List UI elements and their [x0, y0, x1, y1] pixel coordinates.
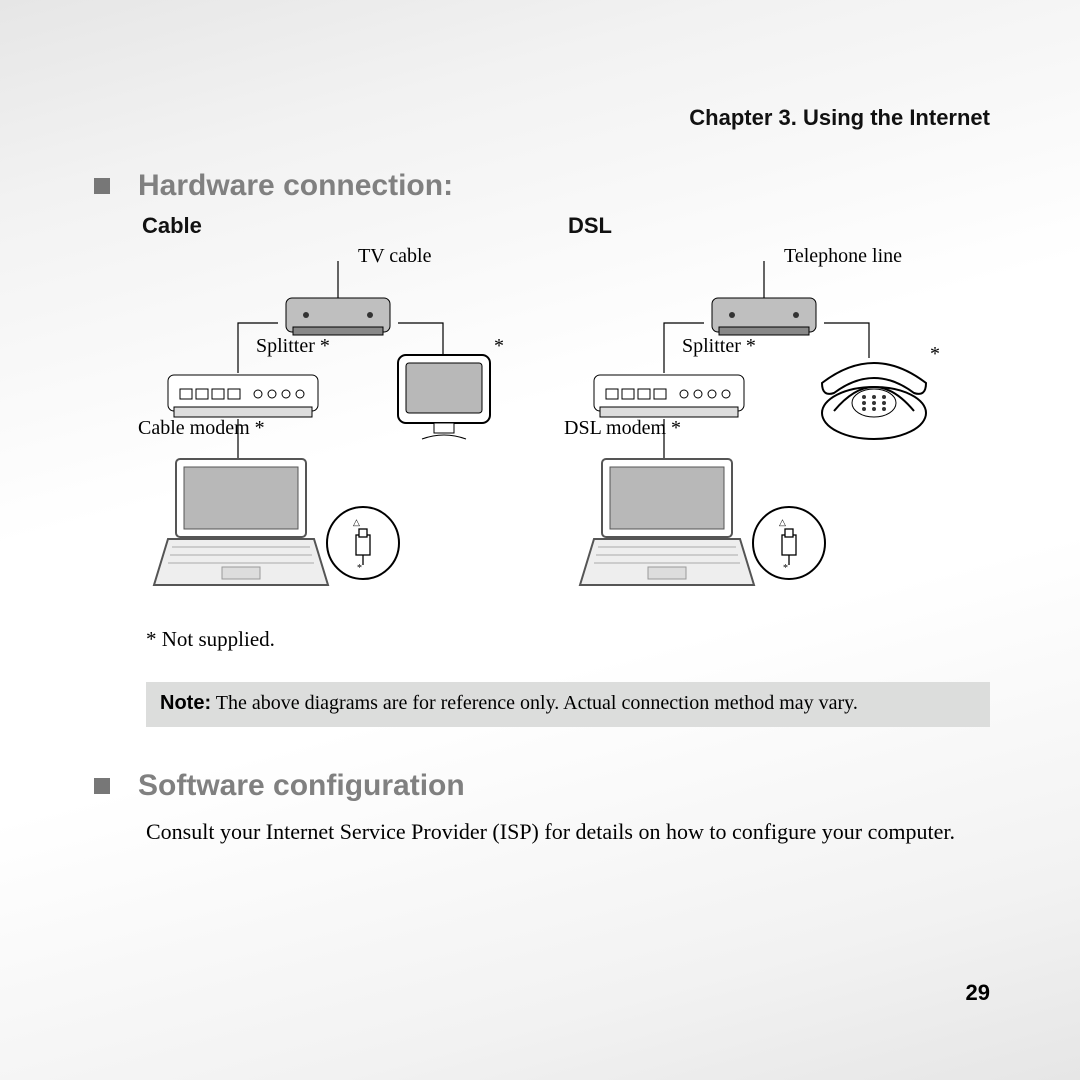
cable-column: Cable: [138, 213, 564, 613]
section-title: Software configuration: [138, 769, 465, 803]
dsl-splitter-label: Splitter *: [682, 335, 756, 358]
dsl-heading: DSL: [568, 213, 990, 239]
cable-modem-label: Cable modem *: [138, 417, 265, 440]
bullet-icon: [94, 178, 110, 194]
cable-splitter-label: Splitter *: [256, 335, 330, 358]
section-title: Hardware connection:: [138, 169, 453, 203]
telephone-icon: [822, 363, 926, 439]
section-software-configuration: Software configuration: [90, 769, 990, 803]
ethernet-callout-icon: △ *: [327, 507, 399, 579]
software-config-body: Consult your Internet Service Provider (…: [146, 817, 990, 848]
cable-tv-asterisk: *: [494, 335, 504, 358]
tv-monitor-icon: [398, 355, 490, 439]
diagram-columns: Cable: [138, 213, 990, 613]
svg-text:△: △: [779, 517, 786, 527]
ethernet-callout-icon: △ *: [753, 507, 825, 579]
cable-modem-icon: [168, 375, 318, 417]
note-text: The above diagrams are for reference onl…: [216, 692, 858, 714]
splitter-icon: [286, 298, 390, 335]
chapter-title: Chapter 3. Using the Internet: [90, 105, 990, 131]
laptop-icon: [154, 459, 328, 585]
cable-diagram: △ * TV cable Splitter * * Cable modem *: [138, 243, 538, 613]
note-label: Note:: [160, 692, 211, 714]
dsl-phone-asterisk: *: [930, 343, 940, 366]
section-hardware-connection: Hardware connection:: [90, 169, 990, 203]
dsl-modem-icon: [594, 375, 744, 417]
dsl-source-label: Telephone line: [784, 245, 902, 268]
cable-heading: Cable: [142, 213, 564, 239]
laptop-icon: [580, 459, 754, 585]
splitter-icon: [712, 298, 816, 335]
svg-text:△: △: [353, 517, 360, 527]
page-content: Chapter 3. Using the Internet Hardware c…: [90, 105, 990, 848]
dsl-modem-label: DSL modem *: [564, 417, 681, 440]
not-supplied-footnote: * Not supplied.: [146, 627, 990, 652]
dsl-column: DSL: [564, 213, 990, 613]
page-background: Chapter 3. Using the Internet Hardware c…: [0, 0, 1080, 1080]
note-box: Note: The above diagrams are for referen…: [146, 682, 990, 727]
cable-source-label: TV cable: [358, 245, 432, 268]
dsl-diagram: △ * Telephone line Splitter * * DSL mode…: [564, 243, 964, 613]
svg-text:*: *: [357, 563, 362, 574]
svg-text:*: *: [783, 563, 788, 574]
bullet-icon: [94, 778, 110, 794]
page-number: 29: [0, 980, 1080, 1006]
